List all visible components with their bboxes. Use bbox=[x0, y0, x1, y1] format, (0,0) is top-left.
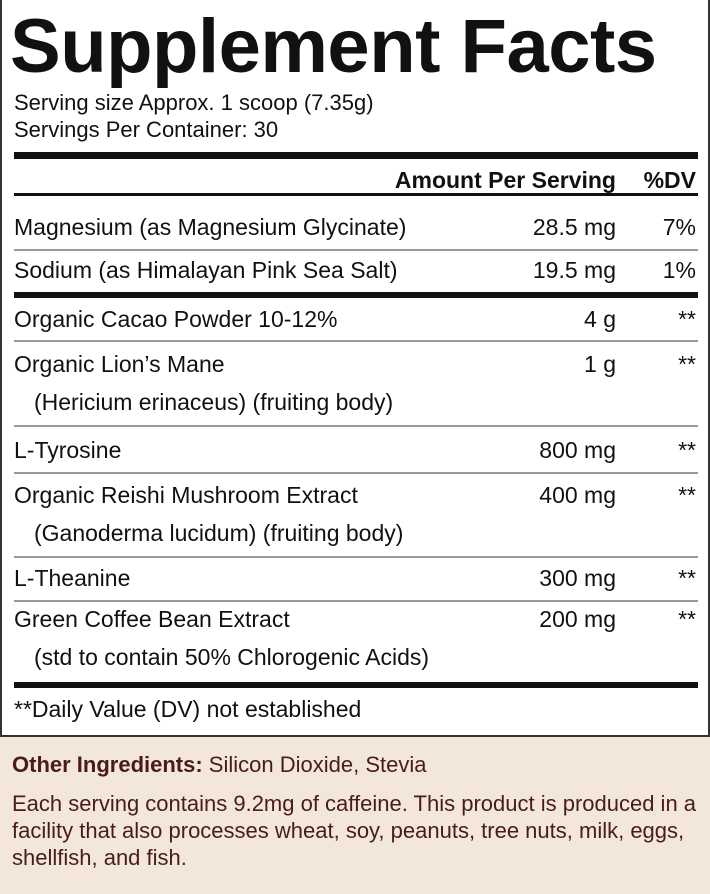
ingredient-name: Organic Reishi Mushroom Extract bbox=[14, 482, 358, 508]
ingredient-amount: 800 mg bbox=[539, 437, 616, 463]
other-ingredients: Other Ingredients: Silicon Dioxide, Stev… bbox=[12, 752, 426, 778]
caffeine-allergen-note: Each serving contains 9.2mg of caffeine.… bbox=[12, 791, 697, 870]
ingredient-amount: 400 mg bbox=[539, 482, 616, 508]
thick-divider bbox=[14, 292, 698, 298]
divider bbox=[14, 472, 698, 474]
ingredient-amount: 300 mg bbox=[539, 565, 616, 591]
page-title: Supplement Facts bbox=[10, 4, 657, 89]
thick-divider bbox=[14, 682, 698, 688]
divider bbox=[14, 193, 698, 196]
ingredient-subtext: (std to contain 50% Chlorogenic Acids) bbox=[34, 644, 430, 670]
ingredient-dv: 1% bbox=[662, 257, 696, 283]
ingredient-dv: ** bbox=[678, 437, 696, 463]
servings-per-container: Servings Per Container: 30 bbox=[14, 117, 279, 142]
divider bbox=[14, 340, 698, 342]
ingredient-name: L-Theanine bbox=[14, 565, 131, 591]
ingredient-name: Organic Lion’s Mane bbox=[14, 351, 225, 377]
ingredient-name: Sodium (as Himalayan Pink Sea Salt) bbox=[14, 257, 398, 283]
thick-divider bbox=[14, 152, 698, 159]
ingredient-dv: ** bbox=[678, 482, 696, 508]
divider bbox=[14, 556, 698, 558]
amount-header: Amount Per Serving bbox=[394, 167, 616, 193]
ingredient-amount: 1 g bbox=[584, 351, 616, 377]
dv-header: %DV bbox=[643, 167, 696, 193]
ingredient-dv: ** bbox=[678, 351, 696, 377]
serving-size: Serving size Approx. 1 scoop (7.35g) bbox=[14, 90, 374, 115]
ingredient-dv: 7% bbox=[662, 214, 696, 240]
ingredient-name: Green Coffee Bean Extract bbox=[14, 606, 290, 632]
other-ingredients-value: Silicon Dioxide, Stevia bbox=[202, 752, 427, 777]
ingredient-amount: 200 mg bbox=[539, 606, 616, 632]
divider bbox=[14, 249, 698, 251]
other-ingredients-label: Other Ingredients: bbox=[12, 752, 203, 777]
ingredient-amount: 28.5 mg bbox=[532, 214, 616, 240]
divider bbox=[14, 425, 698, 427]
ingredient-amount: 19.5 mg bbox=[532, 257, 616, 283]
supplement-facts-label: Supplement Facts Serving size Approx. 1 … bbox=[0, 0, 710, 737]
ingredient-subtext: (Hericium erinaceus) (fruiting body) bbox=[34, 389, 394, 415]
ingredient-name: Organic Cacao Powder 10-12% bbox=[14, 306, 338, 332]
ingredient-dv: ** bbox=[678, 565, 696, 591]
ingredient-dv: ** bbox=[678, 606, 696, 632]
ingredient-name: L-Tyrosine bbox=[14, 437, 122, 463]
ingredient-subtext: (Ganoderma lucidum) (fruiting body) bbox=[34, 520, 404, 546]
divider bbox=[14, 600, 698, 602]
ingredient-name: Magnesium (as Magnesium Glycinate) bbox=[14, 214, 407, 240]
ingredient-dv: ** bbox=[678, 306, 696, 332]
dv-footnote: **Daily Value (DV) not established bbox=[14, 696, 362, 722]
ingredient-amount: 4 g bbox=[584, 306, 616, 332]
